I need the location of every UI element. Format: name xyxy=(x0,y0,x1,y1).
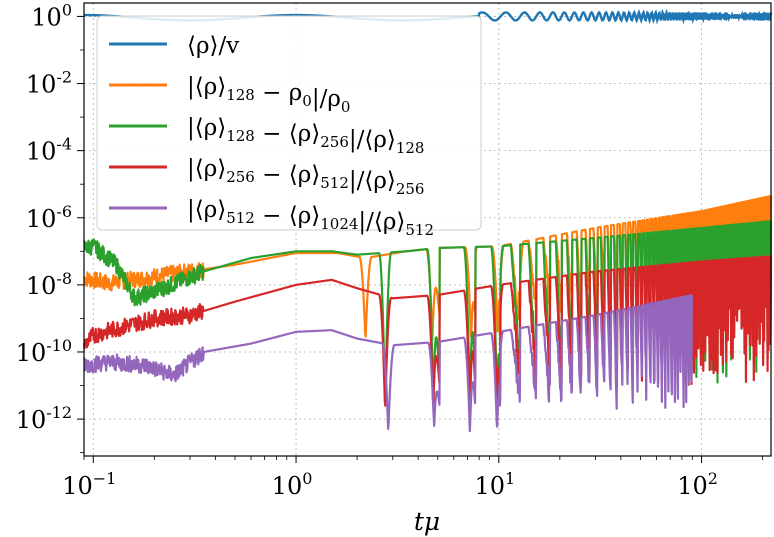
y-tick-label: 10-6 xyxy=(26,202,72,233)
legend-box xyxy=(96,15,482,231)
legend: ⟨ρ⟩/v |⟨ρ⟩128 − ρ0|/ρ0|⟨ρ⟩128 − ⟨ρ⟩256|/⟨… xyxy=(96,15,482,239)
legend-label-2: |⟨ρ⟩128 − ⟨ρ⟩256|/⟨ρ⟩128 xyxy=(187,115,424,157)
legend-label-4: |⟨ρ⟩512 − ⟨ρ⟩1024|/⟨ρ⟩512 xyxy=(187,197,434,239)
series-2 xyxy=(83,220,773,402)
x-tick-label: 10−1 xyxy=(62,469,116,500)
series-line xyxy=(83,293,693,433)
plot-frame xyxy=(83,2,772,457)
y-tick-label: 10-10 xyxy=(16,336,72,367)
x-tick-label: 100 xyxy=(272,469,313,500)
series-4 xyxy=(83,293,693,433)
axis-ticks: 10−1 100 101 102 100 10-2 10-4 10-6 10-8 10-10 10-… xyxy=(16,0,764,500)
y-tick-label: 100 xyxy=(31,0,72,31)
y-tick-label: 10-4 xyxy=(26,135,72,166)
series-3 xyxy=(82,255,773,408)
legend-label-3: |⟨ρ⟩256 − ⟨ρ⟩512|/⟨ρ⟩256 xyxy=(187,156,424,198)
legend-label-0: ⟨ρ⟩/v xyxy=(187,33,239,59)
series-line xyxy=(82,255,773,408)
x-tick-label: 101 xyxy=(474,469,515,500)
x-axis-label: tμ xyxy=(414,507,440,536)
y-tick-label: 10-12 xyxy=(16,403,72,434)
x-tick-label: 102 xyxy=(677,469,718,500)
y-tick-label: 10-8 xyxy=(26,269,72,300)
series-line xyxy=(83,220,773,402)
legend-label-1: |⟨ρ⟩128 − ρ0|/ρ0 xyxy=(187,74,350,116)
y-tick-label: 10-2 xyxy=(26,68,72,99)
